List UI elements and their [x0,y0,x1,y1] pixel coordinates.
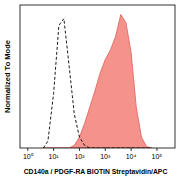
plot-frame [20,5,175,148]
plot-area [43,15,151,148]
x-tick-label: 10⁵ [152,153,163,160]
x-tick [53,148,54,151]
x-tick-label: 10⁰ [23,153,34,160]
x-tick-label: 10² [74,153,85,160]
x-tick [131,148,132,151]
x-tick-label: 10⁴ [126,153,137,160]
x-tick [79,148,80,151]
x-tick-label: 10³ [100,153,111,160]
x-axis-label: CD140a / PDGF-RA BIOTIN Streptavidin/APC [24,168,168,176]
y-axis-label: Normalized To Mode [3,40,12,113]
x-tick [156,148,157,151]
histogram-area [43,15,151,148]
x-tick [105,148,106,151]
histogram-line [43,19,151,148]
x-tick [27,148,28,151]
x-tick-label: 10¹ [49,153,60,160]
chart: 10⁰ 10¹ 10² 10³ 10⁴ 10⁵ CD140a / PDGF-RA BIOTI… [0,0,180,180]
